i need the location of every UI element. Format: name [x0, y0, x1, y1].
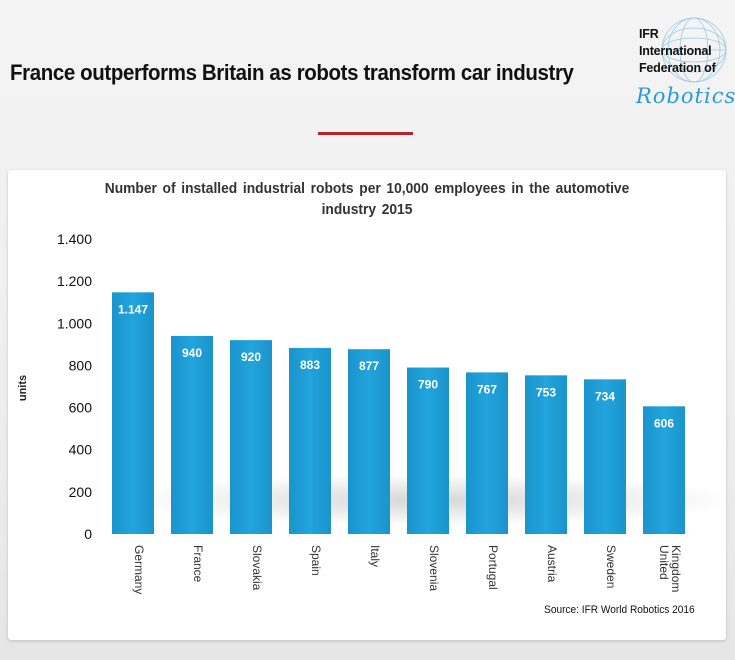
y-tick-label: 400 — [69, 442, 93, 458]
x-tick-label: Austria — [545, 545, 559, 583]
y-tick-label: 600 — [69, 400, 93, 416]
bar-france — [171, 335, 213, 534]
data-label: 940 — [182, 346, 202, 360]
x-tick-label: France — [191, 545, 205, 583]
bar-spain — [289, 347, 331, 534]
y-axis-label: units — [17, 375, 29, 401]
x-tick-label: Portugal — [486, 545, 500, 590]
y-tick-label: 800 — [69, 357, 93, 373]
data-label: 790 — [418, 378, 438, 392]
x-tick-label: Italy — [368, 545, 382, 567]
logo-script: Robotics — [636, 84, 735, 108]
bar-slovenia — [407, 367, 449, 534]
logo-line-1: IFR — [639, 27, 659, 41]
page-headline: France outperforms Britain as robots tra… — [10, 60, 574, 85]
chart-title: Number of installed industrial robots pe… — [37, 178, 698, 220]
y-tick-label: 1.200 — [57, 273, 92, 289]
data-label: 606 — [654, 416, 674, 430]
bar-sweden — [584, 379, 626, 534]
bar-germany — [112, 292, 154, 534]
data-label: 734 — [595, 389, 615, 403]
data-label: 1.147 — [118, 302, 148, 316]
bar-slovakia — [230, 340, 272, 534]
chart-title-line-1: Number of installed industrial robots pe… — [104, 180, 630, 197]
data-label: 877 — [359, 359, 379, 373]
data-label: 920 — [241, 350, 261, 364]
x-tick-label: Kingdom — [669, 545, 683, 592]
ifr-logo: IFR International Federation of Robotics — [630, 8, 735, 108]
x-tick-label: Spain — [309, 545, 323, 576]
y-tick-label: 200 — [69, 484, 93, 500]
logo-line-3: Federation of — [639, 61, 716, 75]
bar-italy — [348, 349, 390, 534]
y-tick-label: 1.000 — [57, 315, 92, 331]
title-divider — [318, 132, 413, 135]
x-tick-label: Slovakia — [250, 545, 264, 591]
bar-austria — [525, 375, 567, 534]
bar-united-kingdom — [643, 406, 685, 534]
x-tick-label: United — [657, 545, 671, 580]
chart-source: Source: IFR World Robotics 2016 — [544, 604, 695, 616]
data-label: 767 — [477, 382, 497, 396]
y-tick-label: 0 — [84, 526, 92, 542]
chart-title-line-2: industry 2015 — [321, 201, 413, 218]
x-tick-label: Slovenia — [427, 545, 441, 591]
x-tick-label: Germany — [132, 545, 146, 594]
y-tick-label: 1.400 — [57, 231, 92, 247]
globe-icon — [661, 17, 727, 83]
data-label: 753 — [536, 385, 556, 399]
x-tick-label: Sweden — [604, 545, 618, 588]
bar-portugal — [466, 372, 508, 534]
data-label: 883 — [300, 358, 320, 372]
logo-line-2: International — [639, 44, 712, 58]
